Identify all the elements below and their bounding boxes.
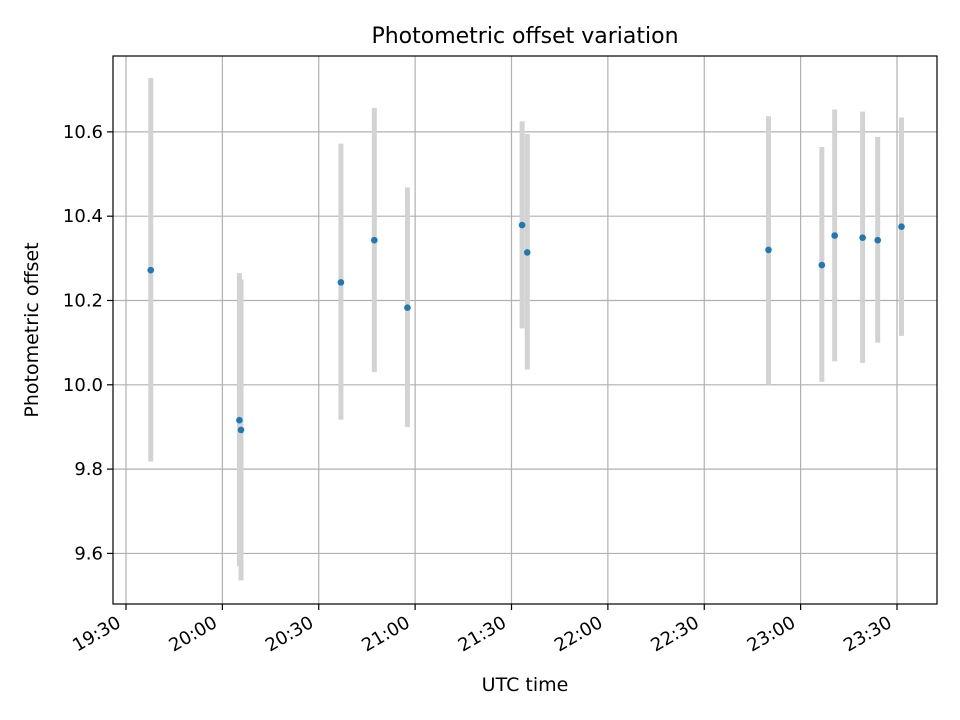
y-tick-label: 10.0 — [63, 375, 103, 396]
y-tick-label: 9.6 — [74, 543, 103, 564]
data-point — [898, 223, 905, 231]
y-axis-label: Photometric offset — [21, 242, 43, 417]
data-point — [874, 236, 882, 244]
data-point — [337, 279, 345, 286]
data-point — [237, 426, 245, 434]
y-tick-label: 10.4 — [63, 206, 103, 227]
y-axis-ticks: 9.6 9.8 10.0 10.2 10.4 10.6 — [63, 122, 113, 564]
chart-title: Photometric offset variation — [371, 24, 678, 49]
data-point — [818, 261, 826, 269]
x-axis-label: UTC time — [482, 674, 569, 696]
data-point — [404, 304, 411, 311]
plot-frame — [112, 55, 938, 605]
grid-lines — [113, 56, 937, 604]
data-point — [765, 246, 772, 254]
data-point — [518, 221, 526, 229]
data-point — [236, 416, 243, 424]
data-points — [147, 221, 905, 434]
data-point — [371, 236, 378, 244]
data-point — [859, 234, 866, 241]
y-tick-label: 10.2 — [63, 290, 103, 311]
data-point — [523, 249, 531, 256]
y-tick-label: 10.6 — [63, 122, 103, 143]
data-point — [147, 266, 155, 274]
data-point — [831, 232, 838, 239]
y-tick-label: 9.8 — [74, 459, 103, 480]
